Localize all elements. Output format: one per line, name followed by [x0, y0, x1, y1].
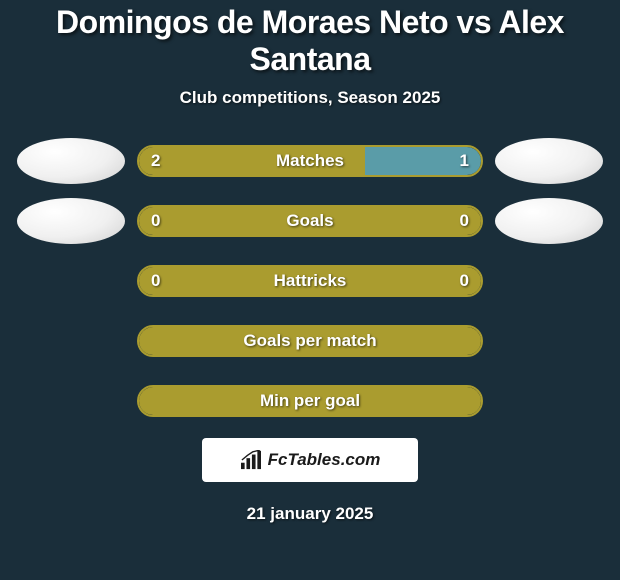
stat-bar: 0 0 Goals	[137, 205, 483, 237]
page-subtitle: Club competitions, Season 2025	[0, 88, 620, 108]
page-title: Domingos de Moraes Neto vs Alex Santana	[0, 4, 620, 78]
stat-row: 2 1 Matches	[0, 138, 620, 184]
stat-label: Goals per match	[243, 331, 376, 351]
stat-value-right: 0	[460, 211, 469, 231]
stat-value-left: 0	[151, 271, 160, 291]
stat-value-left: 2	[151, 151, 160, 171]
stat-value-right: 1	[460, 151, 469, 171]
avatar-spacer	[495, 258, 603, 304]
player-avatar-right	[495, 198, 603, 244]
avatar-spacer	[17, 258, 125, 304]
stat-label: Hattricks	[274, 271, 347, 291]
logo-box: FcTables.com	[202, 438, 418, 482]
player-avatar-right	[495, 138, 603, 184]
logo-text: FcTables.com	[268, 450, 381, 470]
avatar-spacer	[17, 378, 125, 424]
stat-row: 0 0 Hattricks	[0, 258, 620, 304]
player-avatar-left	[17, 138, 125, 184]
stat-label: Goals	[286, 211, 333, 231]
footer-date: 21 january 2025	[0, 504, 620, 524]
player-avatar-left	[17, 198, 125, 244]
stat-bar: Min per goal	[137, 385, 483, 417]
avatar-spacer	[495, 378, 603, 424]
avatar-spacer	[495, 318, 603, 364]
stat-row: Goals per match	[0, 318, 620, 364]
chart-icon	[240, 450, 262, 470]
stat-label: Min per goal	[260, 391, 360, 411]
stat-bar: Goals per match	[137, 325, 483, 357]
stat-value-left: 0	[151, 211, 160, 231]
avatar-spacer	[17, 318, 125, 364]
stat-bar: 2 1 Matches	[137, 145, 483, 177]
stat-row: 0 0 Goals	[0, 198, 620, 244]
stat-label: Matches	[276, 151, 344, 171]
stats-container: 2 1 Matches 0 0 Goals 0 0 Hattricks Goals per mat…	[0, 138, 620, 424]
comparison-infographic: Domingos de Moraes Neto vs Alex Santana …	[0, 0, 620, 524]
stat-row: Min per goal	[0, 378, 620, 424]
stat-bar: 0 0 Hattricks	[137, 265, 483, 297]
stat-value-right: 0	[460, 271, 469, 291]
